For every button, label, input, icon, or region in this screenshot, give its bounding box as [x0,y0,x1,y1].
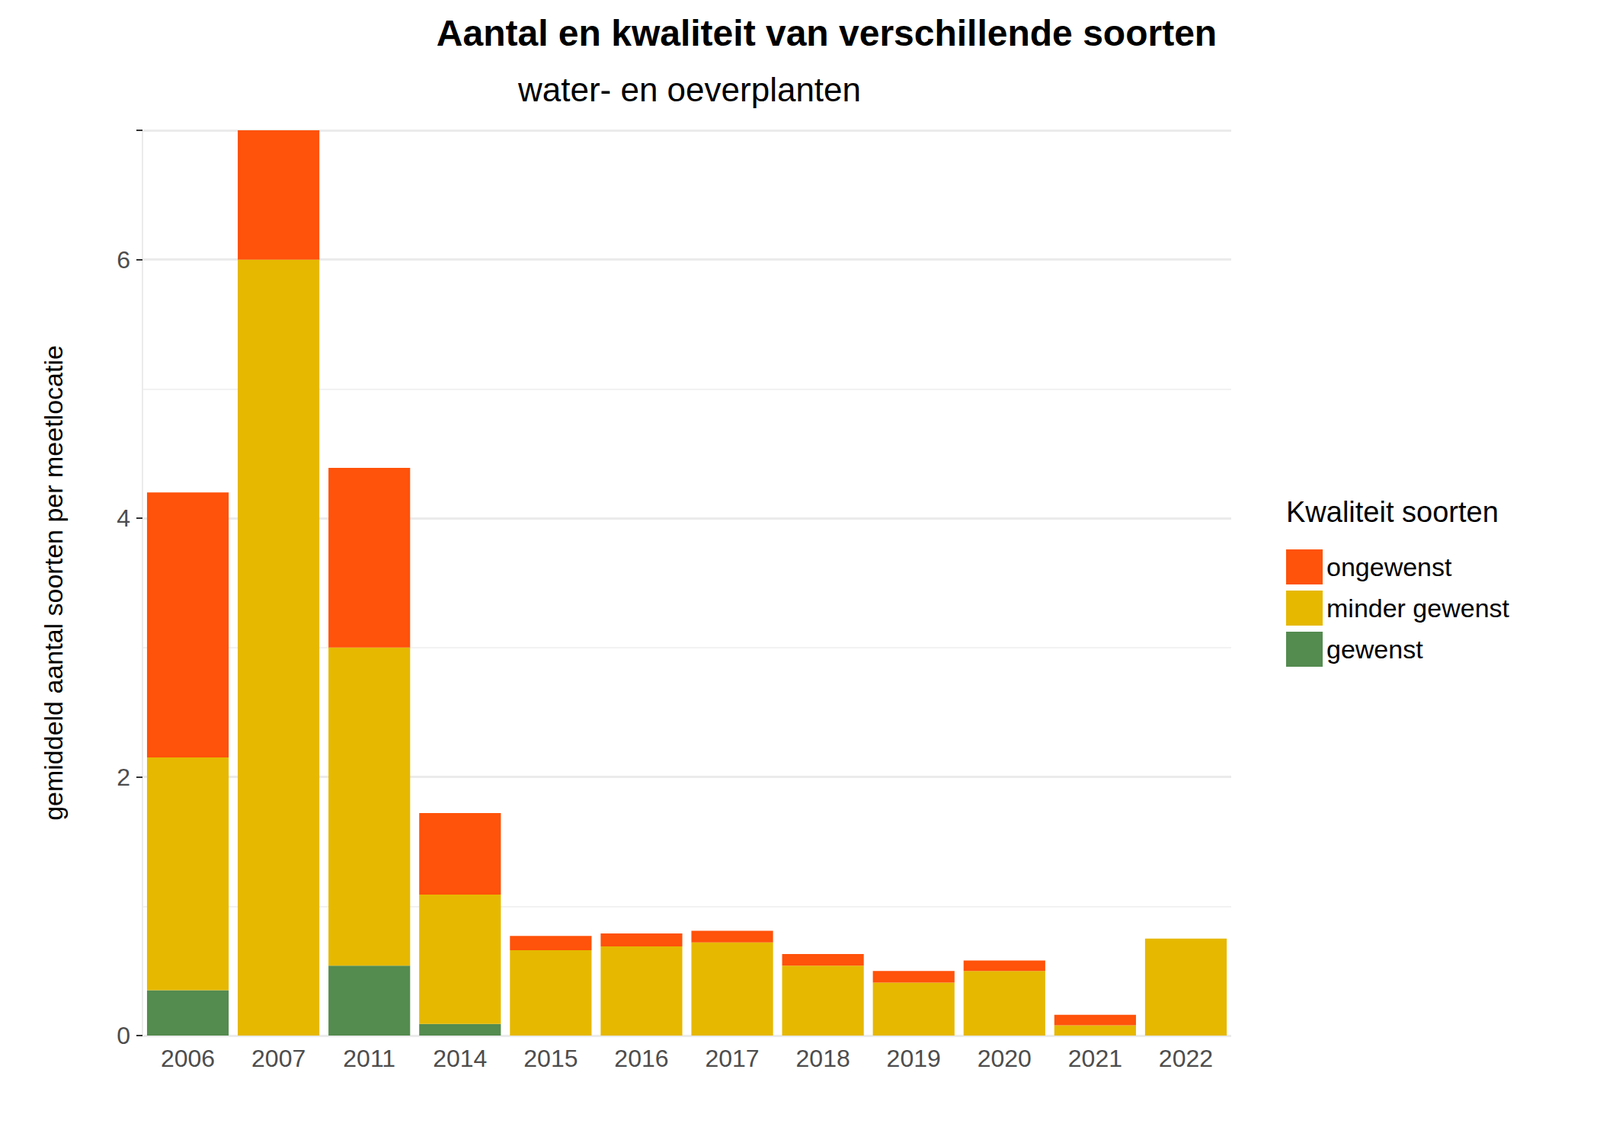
svg-text:minder gewenst: minder gewenst [1326,593,1511,623]
svg-text:2022: 2022 [1158,1044,1213,1072]
svg-text:gemiddeld aantal soorten per m: gemiddeld aantal soorten per meetlocatie [38,345,68,821]
svg-text:2020: 2020 [977,1044,1032,1072]
svg-text:2019: 2019 [886,1044,941,1072]
svg-text:2014: 2014 [432,1044,487,1072]
svg-text:Kwaliteit soorten: Kwaliteit soorten [1286,496,1499,528]
svg-text:2: 2 [116,763,131,791]
svg-text:2007: 2007 [251,1044,306,1072]
svg-text:2018: 2018 [796,1044,851,1072]
svg-text:2017: 2017 [704,1044,759,1072]
svg-text:2016: 2016 [614,1044,669,1072]
svg-text:6: 6 [116,246,131,274]
svg-text:ongewenst: ongewenst [1326,552,1453,582]
svg-text:gewenst: gewenst [1326,634,1424,664]
svg-text:Aantal en kwaliteit van versch: Aantal en kwaliteit van verschillende so… [436,12,1217,54]
svg-text:2021: 2021 [1068,1044,1123,1072]
svg-text:2006: 2006 [160,1044,215,1072]
svg-text:0: 0 [116,1021,131,1050]
svg-text:4: 4 [116,504,131,532]
svg-text:2015: 2015 [523,1044,578,1072]
svg-text:2011: 2011 [342,1044,396,1072]
svg-text:water- en oeverplanten: water- en oeverplanten [517,70,861,109]
